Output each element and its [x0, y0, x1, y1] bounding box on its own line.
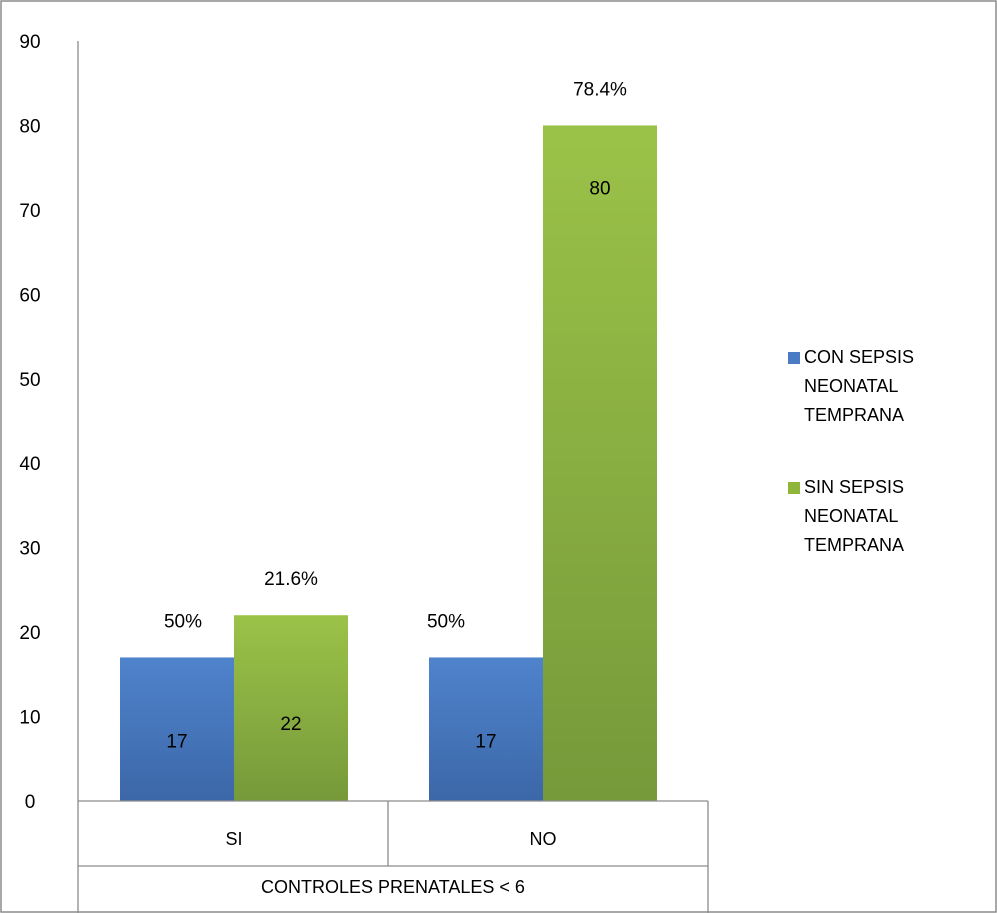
y-axis-ticks: 0 10 20 30 40 50 60 70 80 90 [19, 32, 40, 813]
legend: CON SEPSIS NEONATAL TEMPRANA SIN SEPSIS … [788, 343, 978, 603]
bar-percent-label: 78.4% [573, 79, 627, 100]
axes [77, 41, 709, 913]
y-tick-label: 40 [19, 454, 40, 475]
bar-con-sepsis-si [120, 657, 234, 801]
legend-swatch-green [788, 482, 800, 494]
y-tick-label: 10 [19, 708, 40, 729]
bar-value-label: 80 [589, 178, 610, 199]
y-tick-label: 90 [19, 32, 40, 53]
y-tick-label: 70 [19, 201, 40, 222]
y-tick-label: 50 [19, 370, 40, 391]
x-group-label: CONTROLES PRENATALES < 6 [261, 877, 525, 897]
y-tick-label: 60 [19, 285, 40, 306]
bar-value-label: 17 [475, 732, 496, 753]
legend-item-con-sepsis: CON SEPSIS NEONATAL TEMPRANA [788, 343, 978, 430]
bar-percent-label: 50% [427, 611, 465, 632]
legend-label: CON SEPSIS NEONATAL TEMPRANA [804, 347, 915, 425]
y-tick-label: 20 [19, 623, 40, 644]
legend-item-sin-sepsis: SIN SEPSIS NEONATAL TEMPRANA [788, 473, 978, 560]
bar-sin-sepsis-no [543, 125, 657, 801]
bar-sin-sepsis-si [234, 615, 348, 801]
y-tick-label: 80 [19, 116, 40, 137]
x-category-label: SI [225, 829, 242, 849]
bar-percent-label: 50% [164, 611, 202, 632]
x-category-label: NO [530, 829, 557, 849]
bars [120, 125, 657, 801]
bar-value-label: 17 [166, 732, 187, 753]
bar-con-sepsis-no [429, 657, 543, 801]
bar-percent-label: 21.6% [264, 569, 318, 590]
legend-label: SIN SEPSIS NEONATAL TEMPRANA [804, 477, 905, 555]
legend-swatch-blue [788, 352, 800, 364]
data-labels: 17 50% 22 21.6% SI 17 50% 80 78.4% NO CONTROLES PR… [164, 79, 627, 897]
y-tick-label: 30 [19, 539, 40, 560]
y-tick-label: 0 [25, 792, 36, 813]
bar-value-label: 22 [280, 714, 301, 735]
